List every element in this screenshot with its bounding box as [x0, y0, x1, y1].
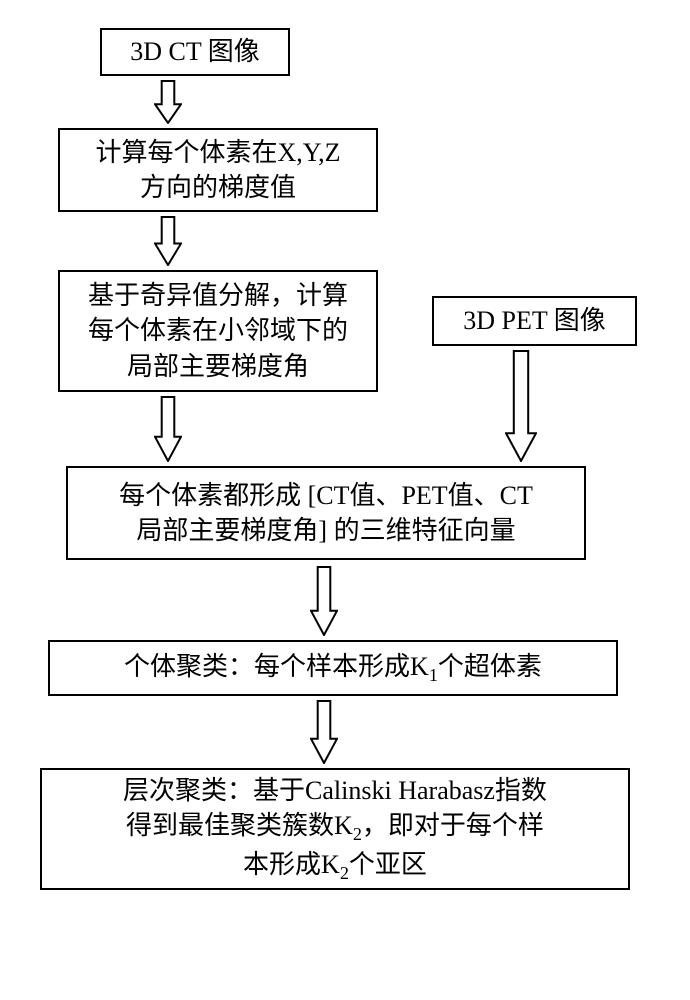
node-text: 3D PET 图像 — [463, 303, 606, 338]
arrow-down-icon — [154, 80, 182, 124]
node-text: 层次聚类：基于Calinski Harabasz指数得到最佳聚类簇数K2，即对于… — [123, 773, 547, 886]
node-text: 每个体素都形成 [CT值、PET值、CT局部主要梯度角] 的三维特征向量 — [119, 478, 533, 548]
node-text: 基于奇异值分解，计算每个体素在小邻域下的局部主要梯度角 — [88, 278, 348, 383]
node-text: 3D CT 图像 — [130, 34, 260, 69]
node-text: 计算每个体素在X,Y,Z方向的梯度值 — [95, 135, 340, 205]
node-feature-vector: 每个体素都形成 [CT值、PET值、CT局部主要梯度角] 的三维特征向量 — [66, 466, 586, 560]
node-gradient: 计算每个体素在X,Y,Z方向的梯度值 — [58, 128, 378, 212]
arrow-down-icon — [154, 396, 182, 462]
node-hierarchical-cluster: 层次聚类：基于Calinski Harabasz指数得到最佳聚类簇数K2，即对于… — [40, 768, 630, 890]
arrow-down-icon — [154, 216, 182, 266]
node-3d-ct: 3D CT 图像 — [100, 28, 290, 76]
arrow-down-icon — [310, 566, 338, 636]
node-individual-cluster: 个体聚类：每个样本形成K1个超体素 — [48, 640, 618, 696]
node-3d-pet: 3D PET 图像 — [432, 296, 637, 346]
node-text: 个体聚类：每个样本形成K1个超体素 — [124, 649, 542, 688]
arrow-down-icon — [505, 350, 537, 462]
node-svd: 基于奇异值分解，计算每个体素在小邻域下的局部主要梯度角 — [58, 270, 378, 392]
flowchart-canvas: 3D CT 图像 计算每个体素在X,Y,Z方向的梯度值 基于奇异值分解，计算每个… — [0, 0, 690, 1000]
arrow-down-icon — [310, 700, 338, 764]
